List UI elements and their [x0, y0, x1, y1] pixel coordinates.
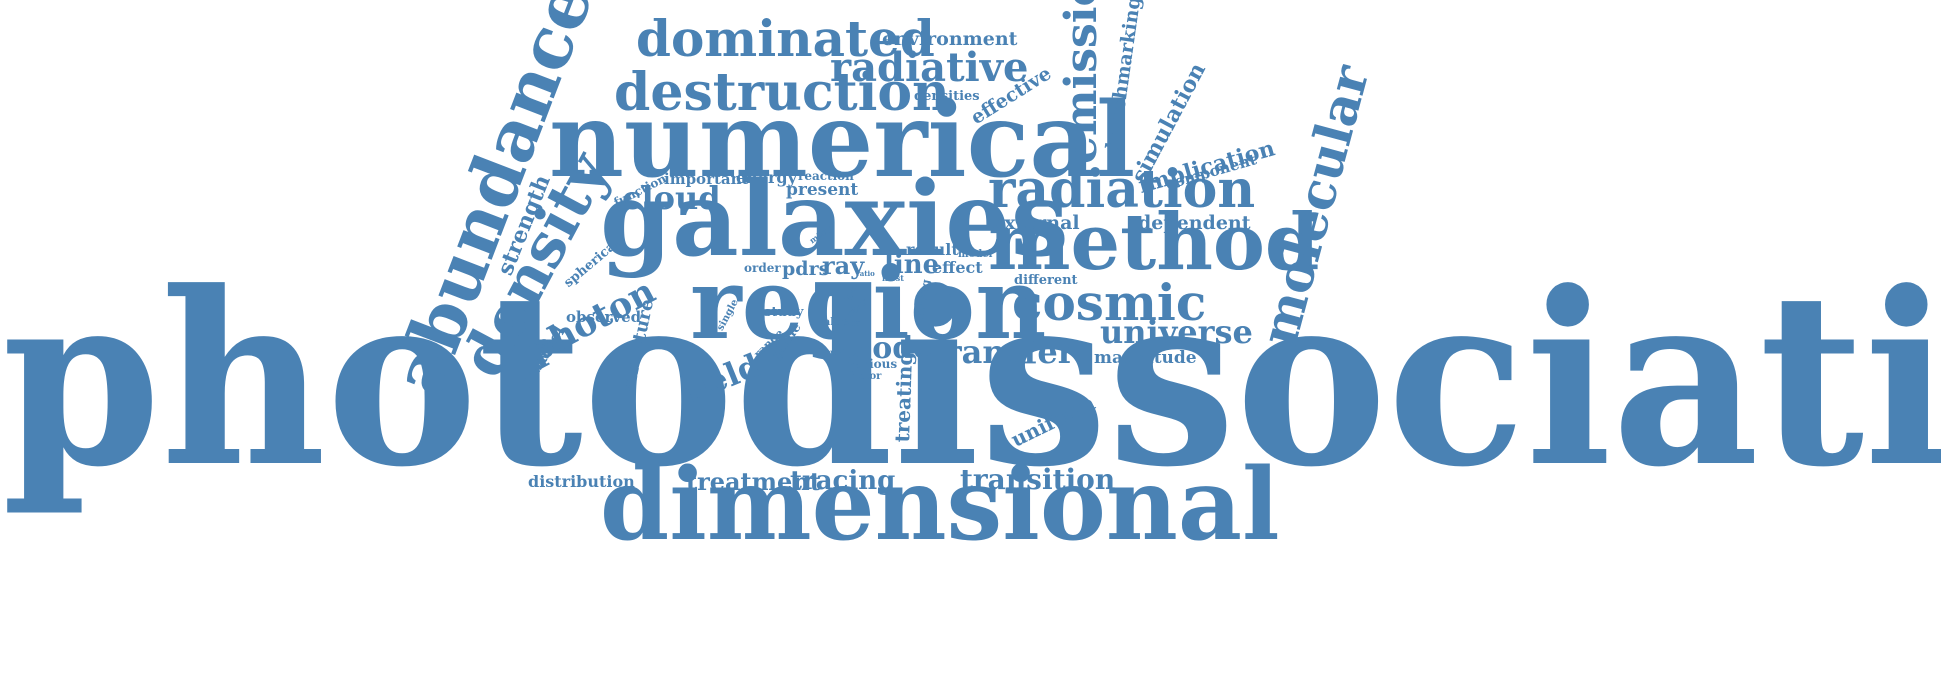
word-important: important — [664, 170, 749, 188]
word-emission: emission — [1056, 0, 1107, 164]
word-benchmarking: benchmarking — [1102, 0, 1146, 151]
word-reaction: reaction — [798, 169, 854, 183]
word-value: value — [818, 317, 848, 328]
word-order: order — [744, 261, 781, 275]
word-treating: treating — [890, 351, 918, 443]
word-environment: environment — [882, 28, 1018, 50]
word-radiation: radiation — [988, 159, 1256, 220]
word-cloud: cloud — [622, 179, 721, 217]
word-span: span — [844, 319, 868, 329]
word-tracing: tracing — [790, 466, 896, 496]
word-galaxies: galaxies — [600, 159, 1069, 280]
word-energy: energy — [736, 168, 797, 187]
word-photodissociation: photodissociation — [2, 241, 1941, 520]
word-result: result — [906, 240, 959, 259]
word-ray: ray — [822, 251, 865, 280]
word-model: model — [958, 249, 993, 260]
word-dominated: dominated — [636, 9, 935, 68]
word-cosmic: cosmic — [1012, 273, 1207, 332]
word-numerical: numerical — [549, 80, 1136, 201]
word-various: various — [848, 357, 898, 371]
word-densities: densities — [914, 89, 980, 104]
word-time: time — [818, 347, 839, 357]
word-factor: factor — [848, 371, 882, 382]
word-treatment: treatment — [686, 467, 821, 496]
word-present: present — [786, 180, 859, 200]
word-radiative: radiative — [830, 44, 1029, 91]
word-dependent: dependent — [1138, 212, 1251, 234]
word-region: region — [690, 247, 1047, 362]
word-observed: observed — [566, 308, 642, 326]
word-effect: effect — [932, 258, 983, 277]
word-dimensional: dimensional — [600, 447, 1280, 563]
word-method: method — [988, 197, 1320, 288]
word-ratio: ratio — [856, 269, 875, 278]
word-universe: universe — [1100, 313, 1253, 351]
word-code: code — [854, 331, 933, 366]
word-pdrs: pdrs — [782, 258, 830, 280]
word-external: external — [992, 212, 1080, 234]
word-study: study — [764, 305, 804, 320]
word-different: different — [1014, 273, 1078, 288]
word-line: line — [884, 250, 940, 280]
word-destruction: destruction — [614, 62, 950, 123]
word-transfer: transfer — [930, 333, 1075, 371]
word-magnitude: magnitude — [1094, 348, 1197, 368]
word-distribution: distribution — [528, 472, 635, 491]
word-most: most — [882, 273, 904, 283]
word-transition: transition — [960, 463, 1116, 496]
